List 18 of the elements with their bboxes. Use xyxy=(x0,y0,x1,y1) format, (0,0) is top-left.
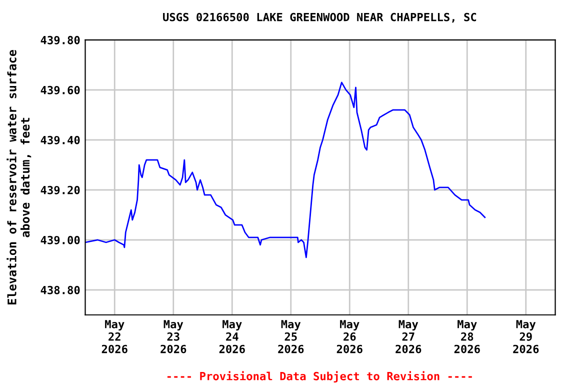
x-tick-label: May 26 2026 xyxy=(336,320,362,354)
x-tick-label: May 28 2026 xyxy=(454,320,480,354)
line-series xyxy=(85,82,486,258)
x-tick-label: May 24 2026 xyxy=(219,320,245,354)
x-tick-label: May 22 2026 xyxy=(102,320,128,354)
y-tick-label: 438.80 xyxy=(40,286,80,294)
chart-title: USGS 02166500 LAKE GREENWOOD NEAR CHAPPELLS, SC xyxy=(163,12,476,23)
y-tick-label: 439.00 xyxy=(40,236,80,244)
text: ---- Provisional Data Subject to Revision ---- xyxy=(167,371,472,382)
y-tick-label: 439.80 xyxy=(40,36,80,44)
y-axis-title: Elevation of reservoir water surface above datum, feet xyxy=(6,50,32,304)
y-tick-label: 439.60 xyxy=(40,86,80,94)
x-tick-label: May 25 2026 xyxy=(278,320,304,354)
y-tick-label: 439.40 xyxy=(40,136,80,144)
x-tick-label: May 27 2026 xyxy=(396,320,422,354)
x-tick-label: May 29 2026 xyxy=(513,320,539,354)
x-tick-label: May 23 2026 xyxy=(160,320,186,354)
y-tick-label: 439.20 xyxy=(40,186,80,194)
